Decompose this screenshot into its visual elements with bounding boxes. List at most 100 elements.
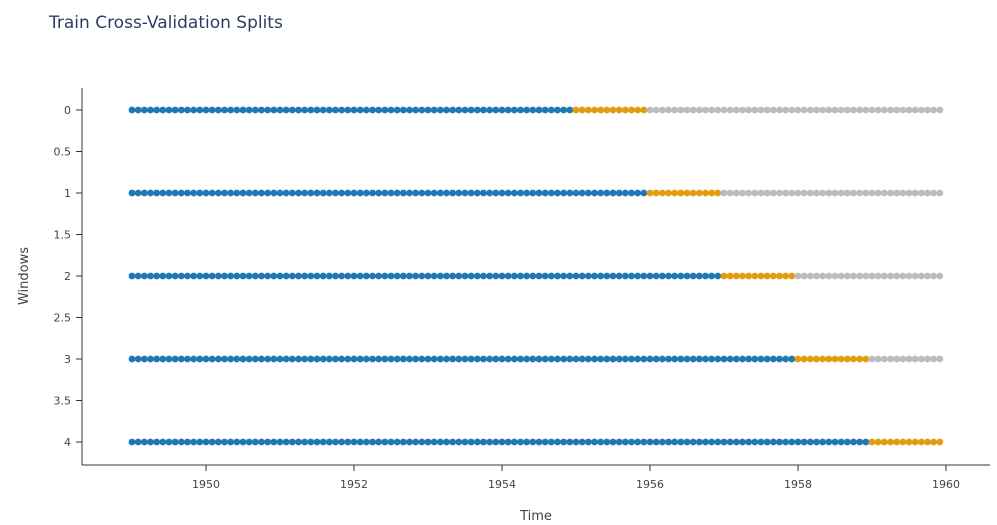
train-point [406,106,413,114]
train-point [813,438,820,446]
train-point [806,438,814,446]
data-points [128,106,944,446]
x-axis-ticks: 1950 1952 1954 1956 1958 1960 [192,465,960,491]
test-point [671,189,679,197]
train-point [258,355,265,363]
train-point [800,438,808,446]
train-point [177,355,185,363]
train-point [541,272,549,280]
train-point [196,438,204,446]
y-tick-label: 0.5 [54,146,72,159]
train-point [529,106,537,114]
train-point [584,272,592,280]
train-point [140,272,148,280]
train-point [171,355,179,363]
train-point [461,272,469,280]
train-point [159,106,167,114]
train-point [498,355,506,363]
train-point [344,438,352,446]
unused-point [806,106,814,114]
train-point [239,355,247,363]
test-point [930,438,938,446]
x-tick-label: 1958 [784,478,812,491]
train-point [369,189,376,197]
train-point [492,106,500,114]
train-point [461,106,469,114]
train-point [443,189,450,197]
train-point [251,272,259,280]
train-point [523,438,531,446]
train-point [134,438,142,446]
train-point [233,189,241,197]
test-point [893,438,901,446]
train-point [128,438,136,446]
train-point [467,106,475,114]
test-point [837,355,845,363]
train-point [745,355,753,363]
train-point [159,355,167,363]
unused-point [831,272,839,280]
train-point [227,106,235,114]
train-point [227,272,235,280]
train-point [332,355,339,363]
train-point [128,272,136,280]
train-point [159,272,167,280]
test-point [862,355,870,363]
train-point [566,272,574,280]
train-point [769,355,777,363]
train-point [689,272,697,280]
train-point [227,189,235,197]
train-point [584,355,592,363]
unused-point [831,189,839,197]
test-point [634,106,642,114]
unused-point [850,106,857,114]
train-point [689,438,697,446]
train-point [480,438,487,446]
train-point [418,438,426,446]
train-point [510,355,518,363]
train-point [399,272,407,280]
train-point [418,106,426,114]
train-point [455,438,463,446]
train-point [510,189,518,197]
train-point [295,272,302,280]
unused-point [800,106,808,114]
train-point [769,438,777,446]
unused-point [917,106,925,114]
test-point [813,355,820,363]
train-point [782,438,790,446]
train-point [356,272,364,280]
train-point [344,189,352,197]
train-point [492,272,500,280]
train-point [214,272,222,280]
test-point [665,189,672,197]
train-point [609,438,617,446]
train-point [498,272,506,280]
unused-point [732,189,740,197]
chart-title: Train Cross-Validation Splits [49,13,283,33]
train-point [202,355,210,363]
unused-point [887,272,894,280]
test-point [757,272,765,280]
train-point [603,355,611,363]
train-point [214,438,222,446]
train-point [591,438,598,446]
train-point [449,355,457,363]
unused-point [745,189,753,197]
unused-point [874,106,882,114]
train-point [628,355,635,363]
train-point [184,106,191,114]
train-point [288,106,296,114]
train-point [510,272,518,280]
train-point [381,272,389,280]
train-point [739,355,746,363]
train-point [214,355,222,363]
unused-point [856,189,864,197]
train-point [683,438,691,446]
train-point [393,355,401,363]
train-point [486,355,494,363]
unused-point [652,106,660,114]
train-point [603,189,611,197]
train-point [455,272,463,280]
